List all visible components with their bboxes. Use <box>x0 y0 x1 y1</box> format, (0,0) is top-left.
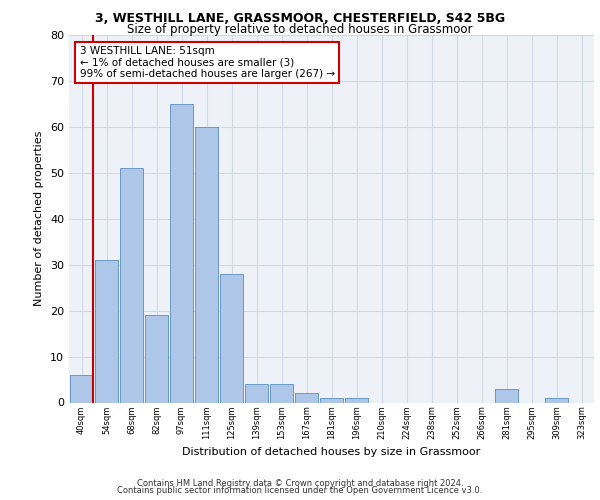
Text: 3, WESTHILL LANE, GRASSMOOR, CHESTERFIELD, S42 5BG: 3, WESTHILL LANE, GRASSMOOR, CHESTERFIEL… <box>95 12 505 26</box>
Bar <box>320 398 343 402</box>
Bar <box>495 388 518 402</box>
Bar <box>95 260 118 402</box>
Bar <box>270 384 293 402</box>
Bar <box>295 394 318 402</box>
Bar <box>120 168 143 402</box>
Bar <box>345 398 368 402</box>
Bar <box>245 384 268 402</box>
X-axis label: Distribution of detached houses by size in Grassmoor: Distribution of detached houses by size … <box>182 448 481 458</box>
Bar <box>195 127 218 402</box>
Text: Contains HM Land Registry data © Crown copyright and database right 2024.: Contains HM Land Registry data © Crown c… <box>137 478 463 488</box>
Bar <box>145 315 168 402</box>
Bar <box>220 274 243 402</box>
Bar <box>170 104 193 403</box>
Bar <box>545 398 568 402</box>
Bar <box>70 375 93 402</box>
Text: 3 WESTHILL LANE: 51sqm
← 1% of detached houses are smaller (3)
99% of semi-detac: 3 WESTHILL LANE: 51sqm ← 1% of detached … <box>79 46 335 79</box>
Text: Contains public sector information licensed under the Open Government Licence v3: Contains public sector information licen… <box>118 486 482 495</box>
Text: Size of property relative to detached houses in Grassmoor: Size of property relative to detached ho… <box>127 22 473 36</box>
Y-axis label: Number of detached properties: Number of detached properties <box>34 131 44 306</box>
